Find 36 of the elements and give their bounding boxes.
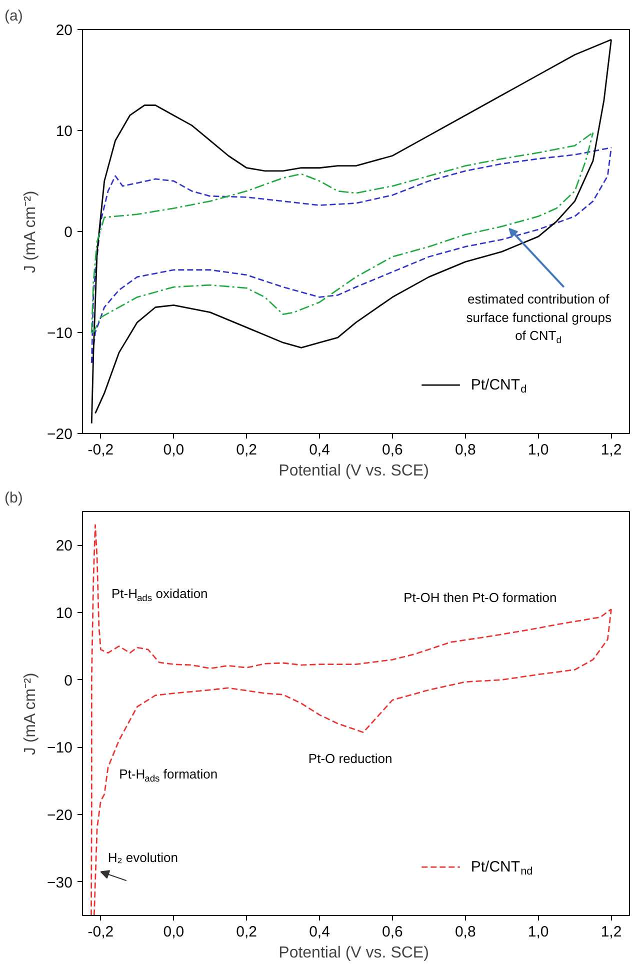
- y-axis-title: J (mA cm⁻²): [22, 190, 40, 274]
- y-tick-label: −10: [47, 325, 73, 342]
- x-tick-label: 0,0: [163, 442, 184, 458]
- y-tick-label: 0: [64, 224, 72, 241]
- x-tick-label: 0,8: [454, 924, 476, 940]
- x-tick-label: 1,0: [528, 442, 549, 458]
- x-tick-label: 0,2: [236, 442, 258, 458]
- y-tick-label: −30: [47, 874, 73, 892]
- x-tick-label: 1,2: [600, 442, 622, 458]
- x-tick-label: 0,6: [382, 924, 403, 940]
- y-tick-label: −10: [47, 740, 73, 757]
- x-axis-title: Potential (V vs. SCE): [278, 944, 429, 962]
- x-tick-label: 1,2: [600, 924, 622, 940]
- x-tick-label: 0,4: [309, 924, 330, 940]
- y-tick-label: 20: [56, 22, 73, 39]
- x-tick-label: -0,2: [88, 442, 114, 458]
- annotation: Pt-O reduction: [308, 751, 392, 766]
- x-tick-label: 0,6: [382, 442, 403, 458]
- x-tick-label: 0,4: [309, 442, 330, 458]
- y-axis-title: J (mA cm⁻²): [22, 672, 40, 756]
- x-tick-label: 1,0: [528, 924, 549, 940]
- x-tick-label: 0,8: [454, 442, 476, 458]
- x-tick-label: -0,2: [88, 924, 114, 940]
- y-tick-label: 0: [64, 672, 72, 690]
- y-tick-label: 20: [56, 538, 73, 555]
- y-tick-label: −20: [47, 807, 73, 824]
- x-axis-title: Potential (V vs. SCE): [278, 462, 429, 480]
- chart-title: (b): [4, 490, 23, 506]
- y-tick-label: 10: [56, 605, 73, 622]
- x-tick-label: 0,0: [163, 924, 184, 940]
- y-tick-label: −20: [47, 426, 73, 443]
- y-tick-label: 10: [56, 123, 73, 140]
- annotation: H₂ evolution: [108, 850, 178, 866]
- annotation: Pt-OH then Pt-O formation: [404, 590, 557, 606]
- x-tick-label: 0,2: [236, 924, 258, 940]
- chart-title: (a): [4, 8, 23, 24]
